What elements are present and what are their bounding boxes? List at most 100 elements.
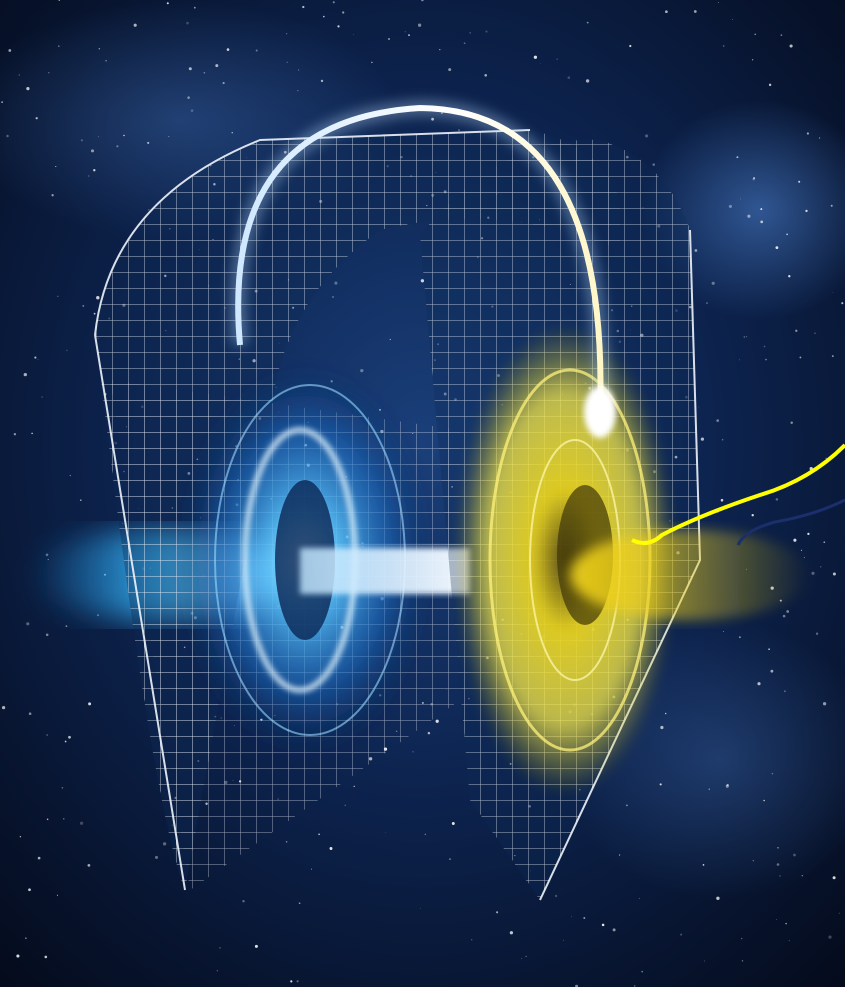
star bbox=[567, 76, 571, 79]
star bbox=[154, 855, 159, 859]
star bbox=[65, 625, 68, 627]
star bbox=[832, 292, 834, 293]
star bbox=[389, 338, 391, 340]
star bbox=[509, 931, 514, 935]
star bbox=[832, 572, 836, 576]
star bbox=[521, 958, 522, 960]
star bbox=[222, 82, 225, 85]
star bbox=[751, 59, 754, 61]
star bbox=[353, 34, 354, 35]
star bbox=[721, 438, 724, 441]
star bbox=[63, 818, 65, 820]
star bbox=[798, 180, 801, 183]
star bbox=[793, 538, 797, 542]
star bbox=[302, 5, 305, 9]
star bbox=[46, 818, 49, 821]
star bbox=[726, 783, 729, 787]
star bbox=[79, 821, 84, 825]
star bbox=[69, 474, 71, 477]
star bbox=[822, 702, 827, 706]
star bbox=[186, 21, 189, 25]
star bbox=[439, 49, 441, 51]
star bbox=[788, 940, 790, 942]
star bbox=[660, 725, 664, 730]
star bbox=[28, 712, 32, 716]
star bbox=[793, 853, 796, 857]
navy-annotation-line bbox=[736, 498, 845, 546]
star bbox=[427, 731, 431, 735]
star bbox=[633, 985, 636, 987]
star bbox=[242, 900, 245, 903]
star bbox=[26, 86, 30, 91]
star bbox=[776, 918, 777, 920]
star bbox=[147, 141, 150, 144]
star bbox=[448, 68, 452, 72]
star bbox=[420, 279, 425, 283]
star bbox=[193, 6, 196, 9]
star bbox=[775, 498, 779, 501]
star bbox=[449, 858, 451, 860]
star bbox=[800, 549, 803, 551]
star bbox=[797, 482, 799, 484]
star bbox=[16, 954, 20, 958]
star bbox=[771, 772, 774, 775]
star bbox=[825, 457, 827, 459]
star bbox=[57, 295, 59, 297]
star bbox=[807, 532, 810, 536]
star bbox=[337, 25, 340, 28]
star bbox=[708, 788, 710, 790]
star bbox=[811, 571, 815, 575]
star bbox=[296, 980, 299, 983]
star bbox=[68, 735, 71, 739]
star bbox=[311, 868, 313, 870]
star bbox=[431, 117, 434, 121]
star bbox=[786, 610, 790, 613]
star bbox=[815, 632, 819, 635]
star bbox=[706, 302, 708, 304]
star bbox=[66, 349, 68, 352]
star bbox=[93, 312, 96, 315]
star bbox=[740, 937, 743, 940]
star bbox=[342, 11, 345, 14]
star bbox=[788, 275, 791, 278]
star bbox=[51, 194, 54, 197]
star bbox=[421, 0, 424, 2]
star bbox=[777, 846, 779, 849]
star bbox=[290, 980, 293, 983]
star bbox=[93, 169, 96, 172]
star bbox=[751, 514, 754, 517]
star bbox=[571, 915, 572, 917]
star bbox=[806, 132, 810, 135]
star bbox=[757, 682, 761, 686]
star bbox=[82, 304, 85, 307]
star bbox=[828, 935, 832, 939]
star bbox=[420, 907, 421, 909]
star bbox=[123, 134, 125, 137]
star bbox=[586, 21, 589, 24]
star bbox=[790, 421, 793, 424]
star bbox=[779, 875, 781, 877]
star bbox=[716, 896, 720, 900]
star bbox=[404, 31, 406, 33]
star bbox=[803, 556, 805, 558]
star bbox=[285, 840, 288, 843]
star bbox=[782, 614, 786, 618]
star bbox=[44, 955, 48, 959]
star bbox=[718, 2, 719, 4]
star bbox=[819, 137, 821, 139]
star bbox=[702, 864, 705, 866]
star bbox=[412, 750, 414, 753]
star bbox=[540, 63, 542, 64]
star bbox=[629, 44, 632, 48]
star bbox=[585, 79, 590, 83]
star bbox=[753, 177, 756, 180]
star bbox=[485, 30, 488, 33]
star bbox=[28, 888, 31, 892]
star bbox=[298, 902, 301, 905]
star bbox=[331, 295, 335, 299]
star bbox=[783, 690, 786, 693]
star bbox=[747, 214, 751, 218]
star bbox=[496, 911, 499, 914]
star bbox=[26, 622, 30, 626]
star bbox=[700, 437, 705, 441]
